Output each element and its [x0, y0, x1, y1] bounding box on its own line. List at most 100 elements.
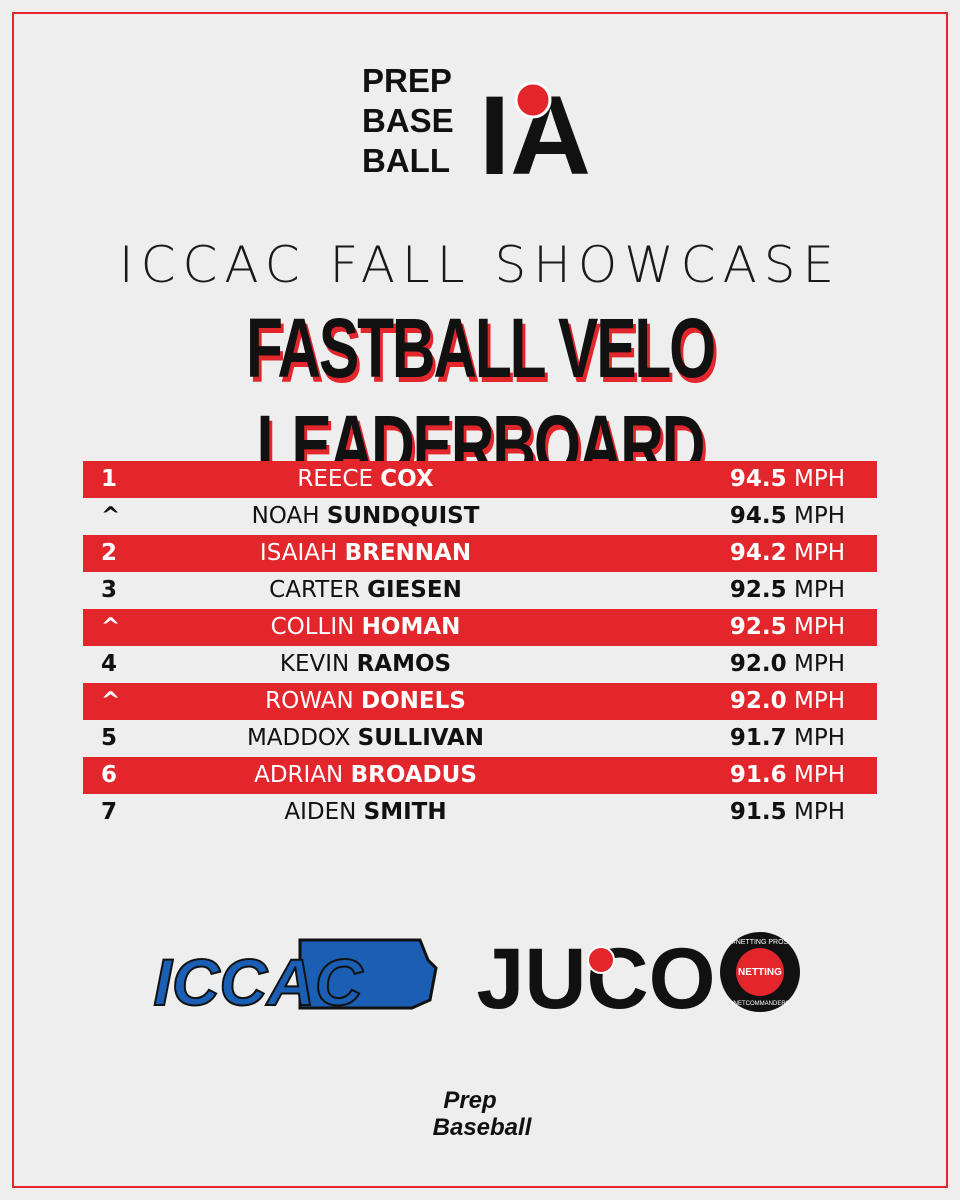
rank: ^	[101, 688, 121, 714]
leaderboard-row: 7 AIDEN SMITH 91.5 MPH	[83, 794, 877, 831]
iowa-shape	[298, 938, 438, 1010]
rank: 5	[101, 725, 118, 751]
velocity-value: 92.5	[729, 577, 787, 603]
rank: ^	[101, 503, 121, 529]
velocity-unit: MPH	[793, 614, 845, 640]
netting-center	[736, 948, 784, 996]
last-name: RAMOS	[356, 651, 452, 677]
player-name: REECE COX	[193, 461, 538, 498]
rank: 1	[101, 466, 118, 492]
velocity: 92.5 MPH	[730, 609, 845, 646]
netting-bottom: #NETCOMMANDERS	[730, 1001, 789, 1007]
velocity-value: 94.5	[729, 503, 787, 529]
velocity-value: 92.0	[729, 651, 787, 677]
velocity-unit: MPH	[793, 503, 845, 529]
player-name: ROWAN DONELS	[193, 683, 538, 720]
juco-text: JUCO	[477, 931, 716, 1027]
last-name: SUNDQUIST	[326, 503, 480, 529]
leaderboard: 1 REECE COX 94.5 MPH ^ NOAH SUNDQUIST 94.5 MP…	[83, 461, 877, 831]
last-name: SULLIVAN	[357, 725, 485, 751]
first-name: COLLIN	[270, 614, 355, 640]
velocity: 94.5 MPH	[730, 461, 845, 498]
rank: 7	[101, 799, 118, 825]
netting-mid: NETTING	[738, 967, 782, 978]
player-name: MADDOX SULLIVAN	[193, 720, 538, 757]
brand-top: Prep	[443, 1087, 496, 1114]
velocity-unit: MPH	[793, 577, 845, 603]
velocity: 91.7 MPH	[730, 720, 845, 757]
velocity: 91.5 MPH	[730, 794, 845, 831]
logo: PREP BASE BALL IA	[362, 62, 591, 198]
last-name: BROADUS	[350, 762, 477, 788]
netting-top: #NETTING PROS	[732, 939, 789, 946]
logo-ball	[514, 81, 552, 119]
player-name: CARTER GIESEN	[193, 572, 538, 609]
velocity-unit: MPH	[793, 651, 845, 677]
last-name: HOMAN	[361, 614, 461, 640]
player-name: KEVIN RAMOS	[193, 646, 538, 683]
last-name: SMITH	[363, 799, 447, 825]
player-name: NOAH SUNDQUIST	[193, 498, 538, 535]
logo-line: BASE	[362, 102, 454, 139]
leaderboard-row: ^ COLLIN HOMAN 92.5 MPH	[83, 609, 877, 646]
velocity-unit: MPH	[793, 799, 845, 825]
brand-bottom: Baseball	[433, 1114, 533, 1141]
iccac-logo: ICCAC	[153, 938, 438, 1020]
rank: 4	[101, 651, 118, 677]
leaderboard-row: 3 CARTER GIESEN 92.5 MPH	[83, 572, 877, 609]
velocity: 94.5 MPH	[730, 498, 845, 535]
player-name: ISAIAH BRENNAN	[193, 535, 538, 572]
leaderboard-row: 6 ADRIAN BROADUS 91.6 MPH	[83, 757, 877, 794]
player-name: COLLIN HOMAN	[193, 609, 538, 646]
velocity-value: 92.0	[729, 688, 787, 714]
velocity: 94.2 MPH	[730, 535, 845, 572]
velocity-unit: MPH	[793, 762, 845, 788]
first-name: ISAIAH	[259, 540, 338, 566]
event-title: ICCAC FALL SHOWCASE	[118, 236, 842, 294]
player-name: AIDEN SMITH	[193, 794, 538, 831]
juco-ball	[587, 946, 615, 974]
first-name: ADRIAN	[254, 762, 344, 788]
player-name: ADRIAN BROADUS	[193, 757, 538, 794]
first-name: CARTER	[269, 577, 360, 603]
velocity: 92.5 MPH	[730, 572, 845, 609]
leaderboard-row: ^ NOAH SUNDQUIST 94.5 MPH	[83, 498, 877, 535]
first-name: KEVIN	[279, 651, 350, 677]
velocity: 91.6 MPH	[730, 757, 845, 794]
velocity-unit: MPH	[793, 725, 845, 751]
last-name: GIESEN	[367, 577, 462, 603]
velocity-value: 94.2	[729, 540, 787, 566]
rank: 3	[101, 577, 118, 603]
rank: 2	[101, 540, 118, 566]
iccac-text: ICCAC	[154, 945, 364, 1019]
velocity-value: 94.5	[729, 466, 787, 492]
logo-line: BALL	[362, 142, 450, 179]
velocity: 92.0 MPH	[730, 683, 845, 720]
rank: 6	[101, 762, 118, 788]
last-name: COX	[380, 466, 434, 492]
leaderboard-row: 5 MADDOX SULLIVAN 91.7 MPH	[83, 720, 877, 757]
leaderboard-row: 4 KEVIN RAMOS 92.0 MPH	[83, 646, 877, 683]
velocity-value: 91.5	[729, 799, 787, 825]
first-name: REECE	[297, 466, 373, 492]
leaderboard-row: ^ ROWAN DONELS 92.0 MPH	[83, 683, 877, 720]
leaderboard-row: 2 ISAIAH BRENNAN 94.2 MPH	[83, 535, 877, 572]
velocity-value: 91.7	[729, 725, 787, 751]
netting-logo: #NETTING PROS NETTING #NETCOMMANDERS	[720, 932, 800, 1012]
velocity: 92.0 MPH	[730, 646, 845, 683]
velocity-unit: MPH	[793, 688, 845, 714]
last-name: DONELS	[361, 688, 466, 714]
velocity-unit: MPH	[793, 466, 845, 492]
velocity-value: 92.5	[729, 614, 787, 640]
first-name: NOAH	[251, 503, 320, 529]
frame	[12, 12, 948, 1188]
velocity-value: 91.6	[729, 762, 787, 788]
rank: ^	[101, 614, 121, 640]
velocity-unit: MPH	[793, 540, 845, 566]
first-name: AIDEN	[284, 799, 357, 825]
logo-line: PREP	[362, 62, 452, 99]
first-name: ROWAN	[265, 688, 354, 714]
first-name: MADDOX	[246, 725, 351, 751]
